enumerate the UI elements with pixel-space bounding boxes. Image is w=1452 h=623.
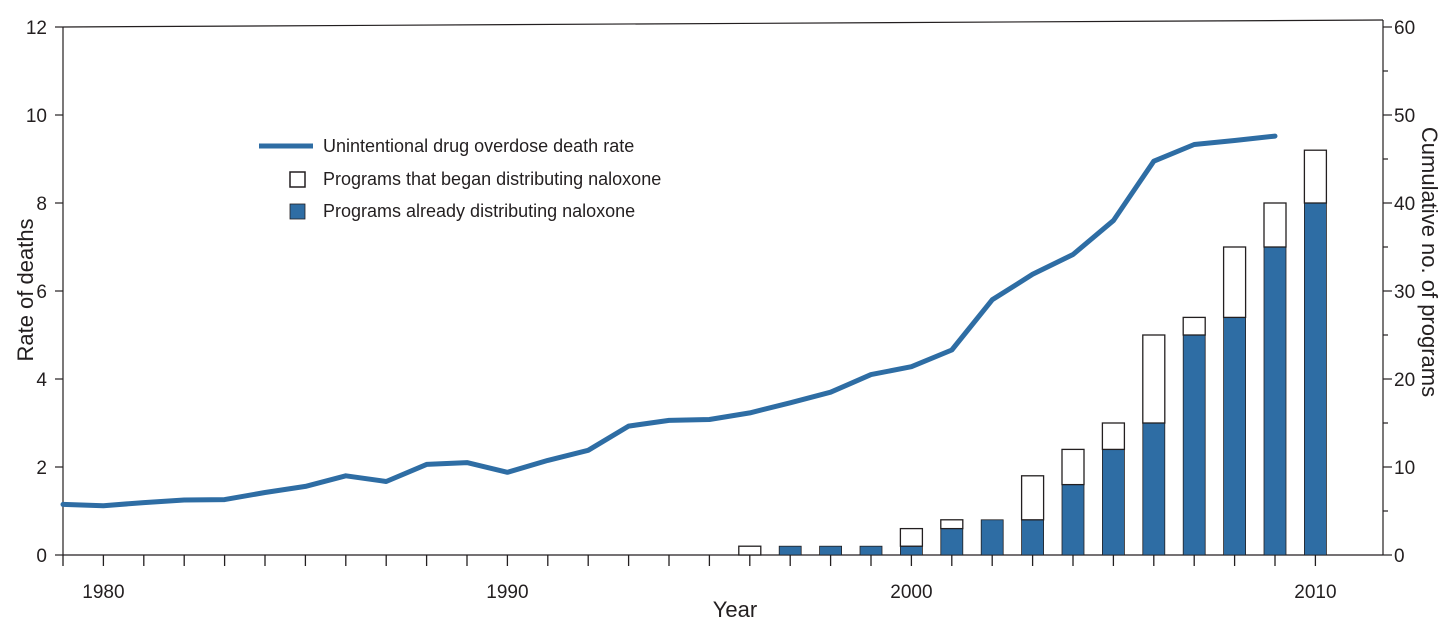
legend-label-already-distributing: Programs already distributing naloxone — [323, 201, 635, 221]
legend-open-square-swatch — [289, 171, 306, 188]
left-y-tick-label-2: 2 — [36, 458, 47, 479]
bar-already-distributing-2006 — [1142, 422, 1166, 556]
bar-began-distributing-2008 — [1222, 246, 1247, 319]
bar-began-distributing-1996 — [738, 545, 762, 556]
x-axis-title: Year — [713, 597, 757, 622]
right-y-tick-label-10: 10 — [1394, 458, 1415, 479]
bar-began-distributing-2006 — [1142, 334, 1166, 424]
x-tick-label-2010: 2010 — [1294, 582, 1336, 603]
right-y-axis-title: Cumulative no. of programs — [1417, 127, 1442, 397]
bar-already-distributing-2001 — [940, 528, 964, 556]
left-y-axis-ticks: 0 2 4 6 8 10 12 — [26, 18, 63, 567]
right-y-tick-label-40: 40 — [1394, 194, 1415, 215]
right-y-tick-label-20: 20 — [1394, 370, 1415, 391]
bar-already-distributing-1997 — [778, 545, 802, 556]
right-y-tick-label-60: 60 — [1394, 18, 1415, 39]
bar-began-distributing-2007 — [1182, 316, 1206, 336]
death-rate-line — [60, 133, 1278, 509]
left-y-tick-label-8: 8 — [36, 194, 47, 215]
left-y-tick-label-6: 6 — [36, 282, 47, 303]
bar-began-distributing-2003 — [1020, 475, 1045, 521]
legend-filled-square-swatch — [289, 203, 306, 220]
bar-began-distributing-2009 — [1263, 202, 1287, 248]
right-y-axis-ticks: 0 10 20 30 40 50 60 — [1383, 18, 1415, 567]
left-y-axis-title: Rate of deaths — [13, 218, 38, 361]
chart-legend: Unintentional drug overdose death rate P… — [259, 136, 661, 221]
bar-already-distributing-2008 — [1223, 316, 1246, 556]
left-y-tick-label-10: 10 — [26, 106, 47, 127]
bar-began-distributing-2001 — [940, 519, 964, 530]
x-tick-label-2000: 2000 — [890, 582, 932, 603]
bar-began-distributing-2004 — [1061, 448, 1085, 486]
bar-already-distributing-2002 — [980, 519, 1004, 556]
legend-label-death-rate: Unintentional drug overdose death rate — [323, 136, 634, 156]
left-y-tick-label-12: 12 — [26, 18, 47, 39]
x-tick-label-1980: 1980 — [82, 582, 124, 603]
bar-began-distributing-2000 — [899, 527, 924, 547]
naloxone-program-bars — [738, 149, 1328, 556]
bar-already-distributing-1999 — [859, 545, 883, 556]
right-y-tick-label-30: 30 — [1394, 282, 1415, 303]
left-y-tick-label-4: 4 — [36, 370, 47, 391]
bar-already-distributing-2007 — [1182, 334, 1206, 556]
bar-already-distributing-2003 — [1021, 519, 1044, 556]
bar-already-distributing-2009 — [1263, 246, 1287, 556]
bar-already-distributing-1998 — [819, 545, 842, 556]
bar-already-distributing-2010 — [1304, 202, 1327, 556]
legend-label-began-distributing: Programs that began distributing naloxon… — [323, 169, 661, 189]
bar-began-distributing-2005 — [1101, 422, 1126, 451]
death-rate-line-layer — [60, 133, 1278, 509]
x-axis-ticks: 1980 1990 2000 2010 — [62, 555, 1337, 603]
bar-already-distributing-2000 — [900, 545, 923, 556]
bar-already-distributing-2005 — [1102, 448, 1125, 556]
plot-top-border — [62, 19, 1384, 28]
right-y-tick-label-0: 0 — [1394, 546, 1405, 567]
bar-began-distributing-2010 — [1303, 149, 1328, 204]
right-y-tick-label-50: 50 — [1394, 106, 1415, 127]
x-tick-label-1990: 1990 — [486, 582, 528, 603]
bar-already-distributing-2004 — [1061, 484, 1085, 556]
left-y-tick-label-0: 0 — [36, 546, 47, 567]
